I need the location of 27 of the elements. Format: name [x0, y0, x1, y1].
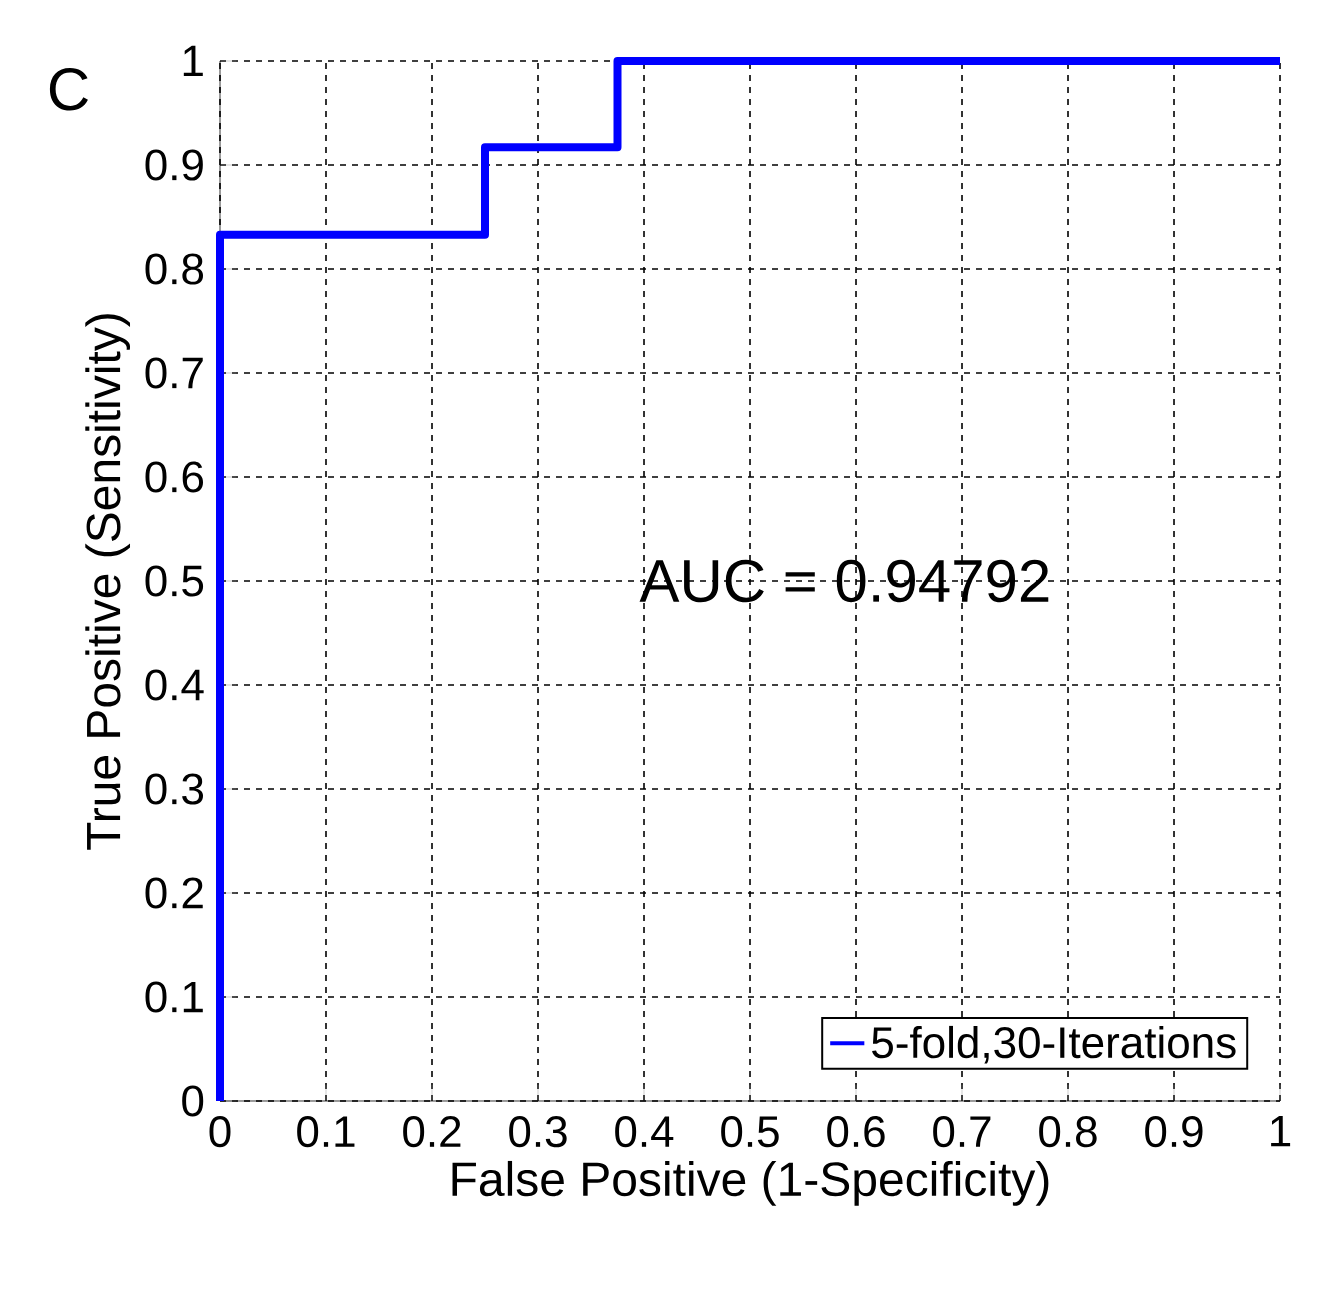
- y-tick-label: 0: [182, 1085, 204, 1117]
- x-tick-label: 0.5: [721, 1116, 779, 1148]
- x-tick-label: 0.1: [297, 1116, 355, 1148]
- y-tick-label: 0.9: [145, 149, 203, 181]
- y-tick-label: 0.6: [145, 461, 204, 493]
- x-tick-label: 1: [1271, 1116, 1291, 1147]
- y-axis-title: True Positive (Sensitivity): [85, 314, 131, 850]
- legend-label: 5-fold,30-Iterations: [872, 1025, 1236, 1064]
- x-axis-title: False Positive (1-Specificity): [452, 1160, 1049, 1206]
- annotation: AUC = 0.94792: [639, 559, 1049, 603]
- y-tick-label: 0.2: [145, 877, 203, 909]
- y-tick-label: 0.7: [145, 357, 203, 389]
- y-tick-label: 0.8: [145, 253, 204, 285]
- x-tick-label: 0.9: [1145, 1116, 1203, 1148]
- x-tick-label: 0.4: [615, 1116, 674, 1148]
- y-tick-label: 0.1: [145, 981, 203, 1013]
- x-tick-label: 0.7: [933, 1116, 991, 1148]
- x-tick-label: 0.2: [403, 1116, 461, 1148]
- y-tick-label: 1: [183, 45, 203, 77]
- y-tick-label: 0.4: [145, 669, 204, 701]
- x-tick-label: 0: [209, 1116, 231, 1148]
- x-tick-label: 0.6: [827, 1116, 885, 1148]
- y-tick-label: 0.3: [145, 773, 204, 805]
- y-tick-label: 0.5: [145, 565, 204, 597]
- x-tick-label: 0.3: [509, 1116, 567, 1148]
- x-tick-label: 0.8: [1039, 1116, 1097, 1148]
- text: C: [49, 68, 88, 111]
